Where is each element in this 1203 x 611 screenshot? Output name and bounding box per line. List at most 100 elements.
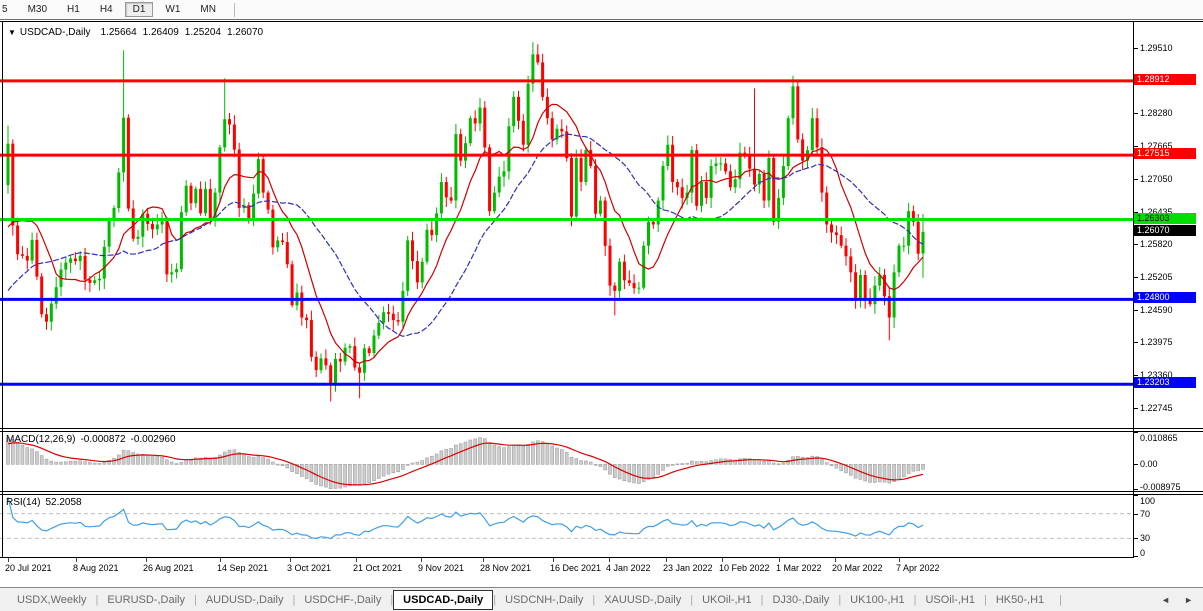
main-chart-pane: ▼ USDCAD-,Daily 1.25664 1.26409 1.25204 1.260… [0, 21, 1203, 428]
timeframe-button-h1[interactable]: H1 [67, 4, 80, 15]
price-badge-1.28912: 1.28912 [1134, 74, 1196, 85]
tab-hk50-h1[interactable]: HK50-,H1 [995, 593, 1045, 606]
date-axis[interactable]: 20 Jul 2021 8 Aug 2021 26 Aug 2021 14 Sep 2… [0, 558, 1203, 586]
price-tick [1133, 244, 1138, 245]
tab-separator: | [1059, 593, 1062, 606]
price-tick [1133, 310, 1138, 311]
chart-left-border [2, 21, 3, 557]
price-tick-label: 1.27665 [1140, 141, 1173, 151]
tab-separator: | [493, 593, 497, 606]
tab-dj30-daily[interactable]: DJ30-,Daily [772, 593, 830, 606]
tab-ukoil-h1[interactable]: UKOil-,H1 [702, 593, 752, 606]
price-tick [1133, 375, 1138, 376]
rsi-tick-label: 30 [1140, 533, 1151, 543]
date-label: 20 Jul 2021 [5, 563, 52, 573]
rsi-tick [1133, 514, 1138, 515]
date-tick [290, 558, 291, 562]
pane-splitter[interactable] [0, 491, 1203, 495]
rsi-label: RSI(14) 52.2058 [6, 497, 87, 508]
price-tick-label: 1.29510 [1140, 43, 1173, 53]
tab-scroll-right-icon[interactable]: ► [1184, 594, 1193, 605]
date-tick [722, 558, 723, 562]
macd-tick [1133, 432, 1138, 433]
macd-main-value: -0.000872 [80, 434, 126, 445]
macd-pane: MACD(12,26,9) -0.000872 -0.002960 [0, 432, 1133, 491]
symbol-dropdown-icon[interactable]: ▼ [8, 28, 16, 37]
macd-name: MACD(12,26,9) [6, 434, 76, 445]
macd-histogram [6, 437, 925, 489]
timeframe-button-m30[interactable]: M30 [27, 4, 48, 15]
price-badge-1.26303: 1.26303 [1134, 213, 1196, 224]
chart-title: ▼ USDCAD-,Daily 1.25664 1.26409 1.25204 1.260… [8, 27, 269, 38]
tab-separator: | [913, 593, 917, 606]
tab-xauusd-daily[interactable]: XAUUSD-,Daily [604, 593, 682, 606]
date-tick [8, 558, 9, 562]
rsi-tick [1133, 495, 1138, 496]
date-tick [146, 558, 147, 562]
date-tick [609, 558, 610, 562]
date-tick [835, 558, 836, 562]
tab-scroll-arrows: ◄ ► [1159, 593, 1195, 607]
price-tick [1133, 342, 1138, 343]
tab-usdx-weekly[interactable]: USDX,Weekly [17, 593, 87, 606]
date-tick [76, 558, 77, 562]
tab-separator: | [193, 593, 197, 606]
date-tick [553, 558, 554, 562]
tab-usoil-h1[interactable]: USOil-,H1 [925, 593, 975, 606]
price-tick-label: 1.23360 [1140, 370, 1173, 380]
price-tick-label: 1.22745 [1140, 403, 1173, 413]
date-label: 28 Nov 2021 [480, 563, 532, 573]
price-tick-label: 1.25205 [1140, 272, 1173, 282]
macd-tick [1133, 464, 1138, 465]
rsi-tick [1133, 556, 1138, 557]
date-label: 4 Jan 2022 [606, 563, 651, 573]
rsi-pane: RSI(14) 52.2058 [0, 495, 1133, 558]
timeframe-button-d1[interactable]: D1 [124, 2, 154, 17]
pane-splitter[interactable] [0, 428, 1203, 432]
timeframe-toolbar: 5 M30 H1 H4 D1 W1 MN [0, 0, 1203, 20]
macd-label: MACD(12,26,9) -0.000872 -0.002960 [6, 434, 181, 445]
tab-scroll-left-icon[interactable]: ◄ [1161, 594, 1171, 605]
tab-separator: | [292, 593, 296, 606]
ma-slow-line [7, 133, 924, 337]
tab-separator: | [838, 593, 842, 606]
tab-usdcnh-daily[interactable]: USDCNH-,Daily [505, 593, 584, 606]
tab-eurusd-daily[interactable]: EURUSD-,Daily [107, 593, 185, 606]
timeframe-button-5[interactable]: 5 [2, 4, 8, 15]
rsi-value: 52.2058 [45, 497, 82, 508]
tab-usdcad-daily[interactable]: USDCAD-,Daily [393, 589, 494, 610]
date-tick [899, 558, 900, 562]
price-tick-label: 1.28280 [1140, 108, 1173, 118]
macd-tick-label: 0.010865 [1140, 433, 1178, 443]
macd-indicator [6, 437, 925, 489]
rsi-name: RSI(14) [6, 497, 41, 508]
rsi-tick-label: 0 [1140, 548, 1146, 558]
tab-separator: | [592, 593, 596, 606]
date-label: 26 Aug 2021 [143, 563, 194, 573]
open-value: 1.25664 [100, 27, 137, 38]
date-label: 21 Oct 2021 [353, 563, 403, 573]
timeframe-button-mn[interactable]: MN [200, 4, 216, 15]
rsi-tick [1133, 538, 1138, 539]
price-tick [1133, 113, 1138, 114]
timeframe-button-w1[interactable]: W1 [165, 4, 181, 15]
tab-separator: | [760, 593, 764, 606]
price-badge-1.23203: 1.23203 [1134, 377, 1196, 388]
date-label: 10 Feb 2022 [719, 563, 770, 573]
rsi-tick-label: 100 [1140, 496, 1156, 506]
macd-tick-label: 0.00 [1140, 459, 1158, 469]
price-tick [1133, 277, 1138, 278]
price-badge-1.26070: 1.26070 [1134, 225, 1196, 236]
toolbar-separator [233, 2, 235, 17]
timeframe-button-h4[interactable]: H4 [99, 4, 113, 15]
symbol-label: USDCAD-,Daily [19, 27, 91, 38]
date-label: 14 Sep 2021 [217, 563, 269, 573]
date-tick [779, 558, 780, 562]
macd-signal-value: -0.002960 [130, 434, 176, 445]
macd-tick [1133, 489, 1138, 490]
tab-usdchf-daily[interactable]: USDCHF-,Daily [304, 593, 382, 606]
tab-audusd-daily[interactable]: AUDUSD-,Daily [205, 593, 284, 606]
date-label: 9 Nov 2021 [418, 563, 465, 573]
macd-tick-label: -0.008975 [1140, 482, 1181, 492]
tab-uk100-h1[interactable]: UK100-,H1 [850, 593, 905, 606]
